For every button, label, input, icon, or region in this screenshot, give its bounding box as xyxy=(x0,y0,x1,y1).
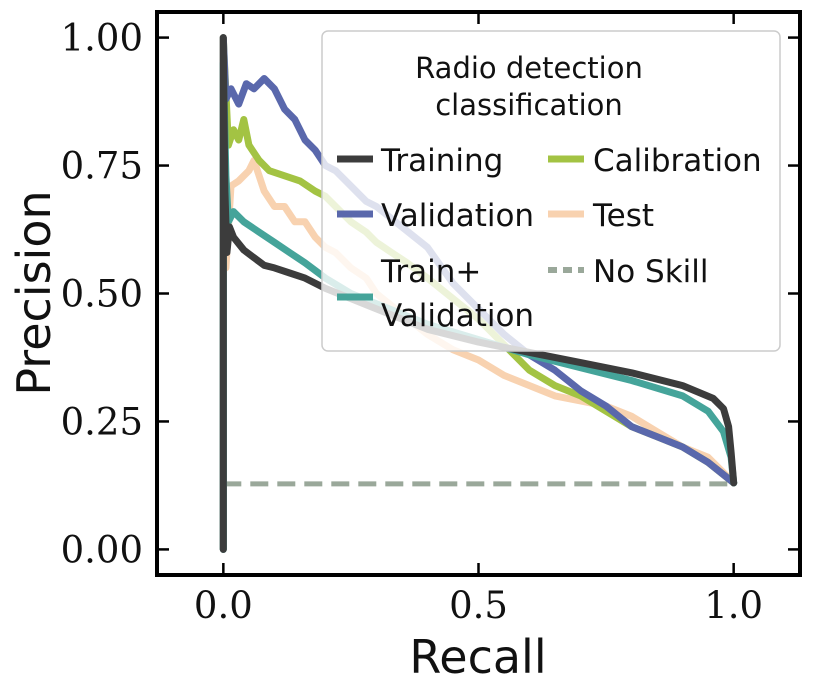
legend-title-line1: Radio detection xyxy=(415,51,643,85)
legend-title-line2: classification xyxy=(435,88,623,122)
y-tick-label: 0.25 xyxy=(61,400,143,443)
y-axis-label: Precision xyxy=(7,190,61,395)
x-axis-label: Recall xyxy=(409,630,546,684)
y-tick-label: 0.00 xyxy=(61,528,143,571)
x-tick-label: 0.0 xyxy=(194,584,253,627)
y-tick-label: 0.50 xyxy=(61,273,143,316)
legend-label-train-validation-line1: Train+ xyxy=(380,254,481,290)
axes: 0.0 0.5 1.0 0.00 0.25 0.50 0.75 1.00 Recall Preci… xyxy=(7,10,802,684)
legend-label-calibration: Calibration xyxy=(593,143,762,179)
legend-label-training: Training xyxy=(380,143,503,179)
y-tick-label: 0.75 xyxy=(61,145,143,188)
legend-label-train-validation-line2: Validation xyxy=(381,298,534,334)
legend-box xyxy=(321,30,781,352)
legend-label-no-skill: No Skill xyxy=(593,254,708,290)
y-tick-label: 1.00 xyxy=(61,17,143,60)
x-tick-label: 0.5 xyxy=(449,584,508,627)
legend-label-validation: Validation xyxy=(381,198,534,234)
x-tick-label: 1.0 xyxy=(704,584,763,627)
legend-label-test: Test xyxy=(592,198,654,234)
